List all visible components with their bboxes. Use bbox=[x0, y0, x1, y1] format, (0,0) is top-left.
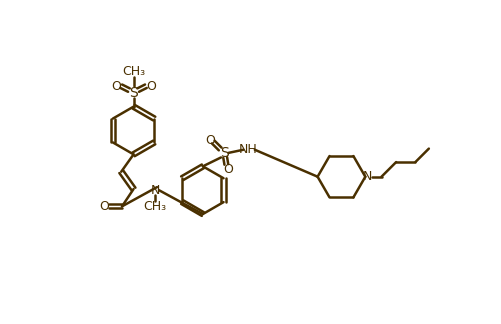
Text: O: O bbox=[223, 163, 233, 176]
Text: O: O bbox=[111, 80, 121, 93]
Text: N: N bbox=[150, 184, 160, 197]
Text: CH₃: CH₃ bbox=[144, 200, 167, 213]
Text: O: O bbox=[146, 80, 156, 93]
Text: O: O bbox=[99, 200, 109, 213]
Text: NH: NH bbox=[238, 143, 258, 156]
Text: CH₃: CH₃ bbox=[122, 65, 145, 78]
Text: O: O bbox=[205, 134, 215, 147]
Text: N: N bbox=[363, 170, 372, 183]
Text: S: S bbox=[219, 146, 228, 160]
Text: S: S bbox=[129, 86, 138, 100]
